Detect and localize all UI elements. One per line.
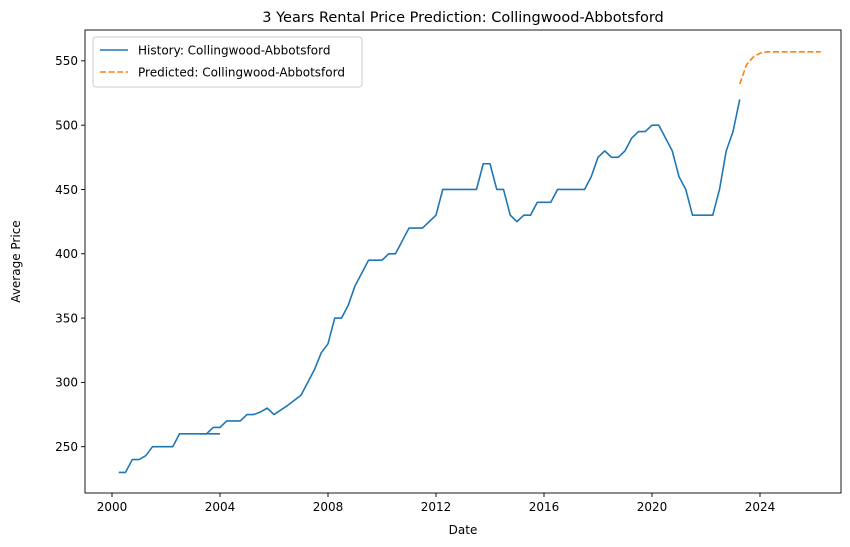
plot-area-frame	[84, 29, 842, 494]
y-tick-label: 550	[55, 54, 78, 68]
legend-label-predicted: Predicted: Collingwood-Abbotsford	[138, 65, 345, 79]
legend-label-history: History: Collingwood-Abbotsford	[138, 43, 330, 57]
y-axis-ticks: 250 300 350 400 450 500 550	[55, 54, 85, 454]
x-tick-label: 2008	[313, 500, 344, 514]
x-tick-label: 2016	[529, 500, 560, 514]
y-tick-label: 250	[55, 440, 78, 454]
x-axis-ticks: 2000 2004 2008 2012 2016 2020 2024	[97, 493, 776, 514]
x-tick-label: 2004	[205, 500, 236, 514]
x-tick-label: 2012	[421, 500, 452, 514]
x-axis-title: Date	[449, 523, 478, 537]
x-tick-label: 2020	[637, 500, 668, 514]
y-tick-label: 500	[55, 118, 78, 132]
history-series-line	[118, 99, 741, 474]
legend: History: Collingwood-Abbotsford Predicte…	[92, 36, 363, 88]
chart-title: 3 Years Rental Price Prediction: Colling…	[262, 10, 663, 26]
series-layer	[118, 51, 821, 474]
y-tick-label: 400	[55, 247, 78, 261]
y-tick-label: 300	[55, 376, 78, 390]
x-tick-label: 2024	[745, 500, 776, 514]
legend-box	[92, 36, 363, 88]
predicted-series-line	[738, 51, 821, 85]
y-tick-label: 350	[55, 311, 78, 325]
x-tick-label: 2000	[97, 500, 128, 514]
y-axis-title: Average Price	[9, 220, 23, 302]
y-tick-label: 450	[55, 183, 78, 197]
